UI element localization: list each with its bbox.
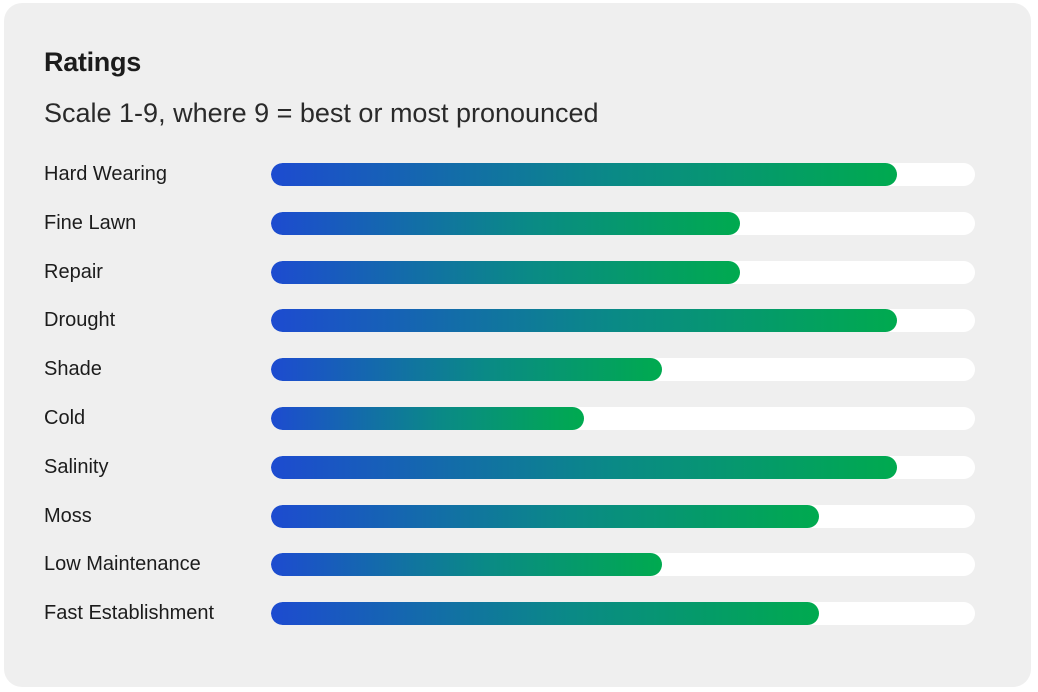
ratings-card: Ratings Scale 1-9, where 9 = best or mos… — [4, 3, 1031, 687]
rating-row: Fast Establishment — [44, 601, 979, 650]
rating-label: Repair — [44, 260, 103, 283]
chart-title: Ratings — [44, 47, 141, 77]
rating-bar — [271, 211, 741, 235]
rating-label: Low Maintenance — [44, 553, 201, 576]
rating-row: Moss — [44, 504, 979, 553]
rating-bar — [271, 358, 663, 382]
rating-row: Low Maintenance — [44, 552, 979, 601]
rating-label: Fast Establishment — [44, 602, 215, 625]
rating-row: Shade — [44, 357, 979, 406]
rating-track — [271, 406, 975, 430]
rating-bar — [271, 406, 584, 430]
rating-bar — [271, 553, 663, 577]
rating-label: Salinity — [44, 455, 109, 478]
rating-row: Hard Wearing — [44, 162, 979, 211]
rating-track — [271, 309, 975, 333]
rating-label: Hard Wearing — [44, 163, 168, 185]
rating-bar — [271, 504, 819, 528]
rating-bar — [271, 163, 897, 186]
rating-row: Salinity — [44, 455, 979, 504]
chart-subtitle: Scale 1-9, where 9 = best or most pronou… — [44, 98, 599, 128]
ratings-list: Hard Wearing Fine Lawn Repair Drought Shade C… — [44, 162, 979, 650]
rating-row: Fine Lawn — [44, 211, 979, 260]
rating-track — [271, 163, 975, 186]
rating-label: Fine Lawn — [44, 211, 137, 234]
rating-track — [271, 553, 975, 577]
rating-row: Repair — [44, 260, 979, 309]
rating-bar — [271, 602, 819, 626]
rating-track — [271, 602, 975, 626]
rating-label: Moss — [44, 504, 92, 527]
rating-label: Cold — [44, 406, 86, 429]
rating-track — [271, 211, 975, 235]
rating-track — [271, 455, 975, 479]
rating-label: Shade — [44, 358, 102, 381]
rating-bar — [271, 260, 741, 284]
rating-bar — [271, 455, 897, 479]
rating-track — [271, 358, 975, 382]
rating-track — [271, 260, 975, 284]
rating-row: Cold — [44, 406, 979, 455]
rating-row: Drought — [44, 308, 979, 357]
rating-track — [271, 504, 975, 528]
rating-bar — [271, 309, 897, 333]
rating-label: Drought — [44, 309, 116, 332]
